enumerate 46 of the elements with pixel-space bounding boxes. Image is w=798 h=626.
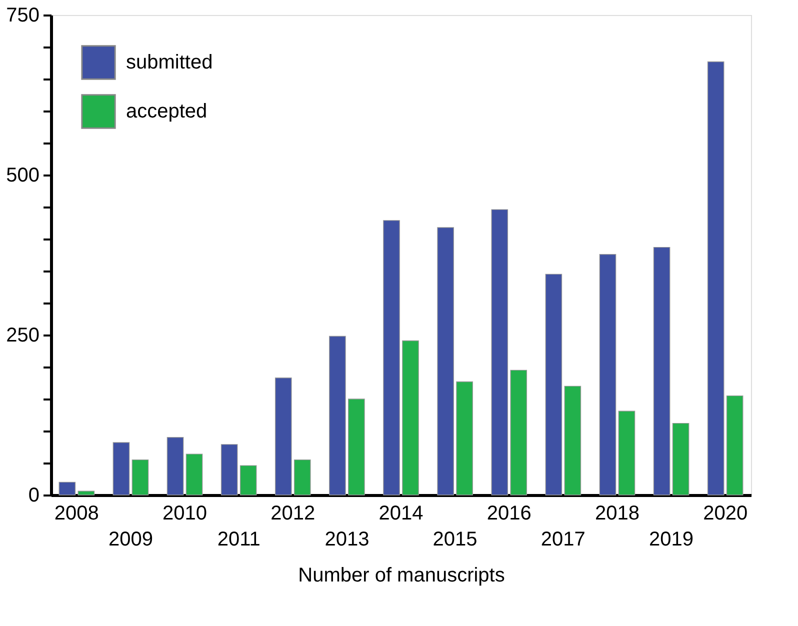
- bar: [274, 378, 292, 496]
- x-tick-label: 2010: [162, 502, 208, 524]
- bar: [618, 410, 636, 496]
- x-tick-label: 2014: [378, 502, 424, 524]
- bar: [132, 459, 149, 496]
- x-tick-label: 2018: [594, 502, 640, 524]
- x-tick-label: 2020: [703, 502, 748, 524]
- y-tick-label: 750: [6, 4, 40, 26]
- bar: [707, 61, 724, 496]
- bar: [220, 444, 238, 496]
- bar: [564, 386, 582, 496]
- x-axis-title: Number of manuscripts: [298, 564, 505, 586]
- x-tick-label: 2017: [540, 528, 586, 550]
- bar: [653, 246, 670, 496]
- bar: [491, 209, 508, 496]
- bar: [726, 395, 744, 496]
- bar: [166, 437, 184, 496]
- bar: [599, 254, 616, 496]
- bar: [78, 490, 95, 496]
- x-tick-label: 2015: [432, 528, 478, 550]
- x-tick-label: 2008: [54, 502, 99, 524]
- bar: [58, 482, 76, 496]
- legend-label: submitted: [126, 52, 213, 74]
- bar: [402, 340, 419, 496]
- x-tick-label: 2009: [108, 528, 153, 550]
- y-tick-label: 250: [6, 324, 40, 346]
- bar: [240, 465, 257, 496]
- bar: [348, 398, 365, 496]
- x-tick-label: 2012: [270, 502, 316, 524]
- bar: [510, 370, 528, 496]
- bar: [456, 381, 473, 496]
- x-tick-label: 2016: [486, 502, 532, 524]
- bar: [383, 220, 400, 496]
- bar: [437, 227, 454, 496]
- y-tick-label: 0: [28, 484, 40, 506]
- y-tick-label: 500: [6, 164, 40, 186]
- bar: [672, 422, 690, 496]
- x-tick-label: 2011: [217, 528, 260, 550]
- x-tick-label: 2019: [649, 528, 694, 550]
- bar: [186, 454, 203, 496]
- bar: [329, 336, 346, 496]
- x-tick-label: 2013: [324, 528, 370, 550]
- bar: [112, 442, 130, 496]
- bar: [294, 459, 311, 496]
- legend-label: accepted: [126, 100, 208, 122]
- bar: [545, 274, 562, 496]
